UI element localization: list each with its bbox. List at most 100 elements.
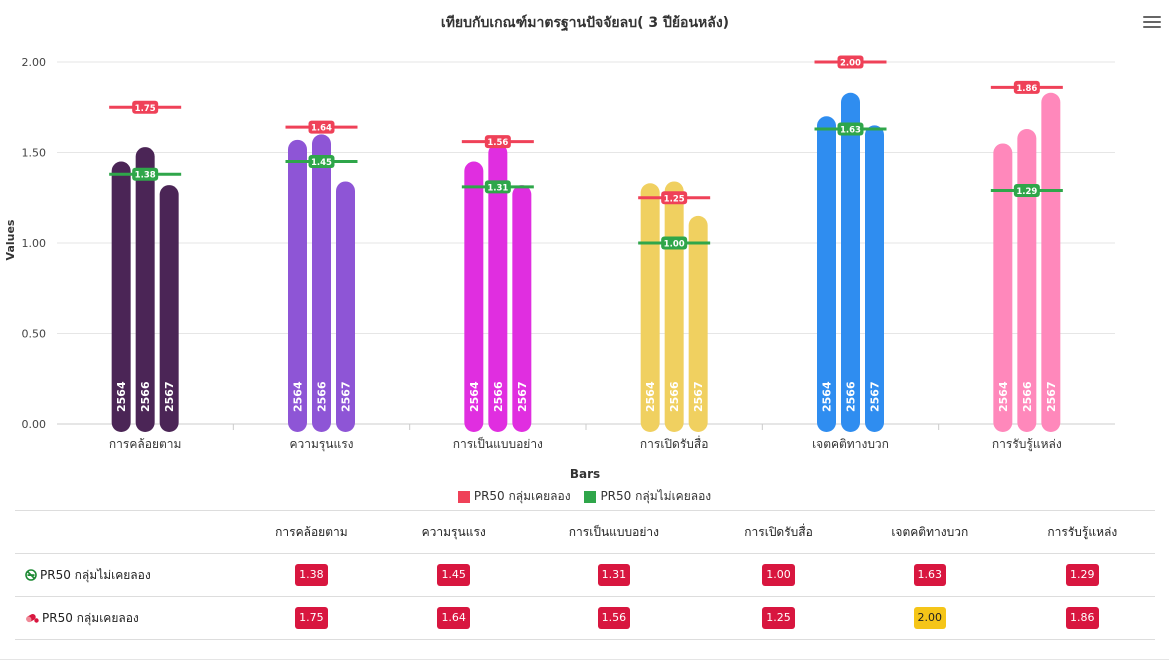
- value-badge: 1.31: [597, 564, 631, 586]
- bar-year-label: 2566: [316, 381, 329, 412]
- x-tick-label: ความรุนแรง: [289, 437, 353, 452]
- reference-lines: 1.75 1.38 1.64 1.45 1.56 1.31 1.25 1.00 2.00 1.63…: [109, 55, 1063, 250]
- bar-year-label: 2567: [516, 381, 529, 412]
- bar-year-label: 2567: [340, 381, 353, 412]
- reference-label: 2.00: [840, 59, 861, 69]
- bar: [135, 147, 155, 432]
- legend-item-never-tried[interactable]: PR50 กลุ่มไม่เคยลอง: [584, 487, 711, 506]
- table-header: การคล้อยตาม: [236, 510, 387, 554]
- table-row: PR50 กลุ่มไม่เคยลอง 1.38 1.45 1.31 1.00 …: [15, 553, 1155, 597]
- bar-year-label: 2566: [492, 381, 505, 412]
- table-cell: 1.25: [707, 596, 850, 640]
- x-axis-label: Bars: [570, 467, 600, 481]
- reference-label-box: [132, 100, 159, 114]
- value-badge: 2.00: [913, 607, 947, 629]
- bottom-divider: [0, 659, 1169, 660]
- y-axis-ticks: 0.00 0.50 1.00 1.50 2.00: [22, 56, 47, 431]
- reference-label: 1.00: [664, 240, 685, 250]
- bar: [312, 134, 331, 432]
- table-cell: 2.00: [849, 596, 1010, 640]
- table-cell: 1.75: [236, 596, 387, 640]
- table-header: ความรุนแรง: [386, 510, 521, 554]
- bar: [640, 183, 660, 432]
- table-header-row: การคล้อยตาม ความรุนแรง การเป็นแบบอย่าง ก…: [15, 510, 1155, 554]
- bar-year-label: 2567: [1045, 381, 1058, 412]
- reference-label: 1.29: [1016, 187, 1037, 197]
- x-tick-label: การเป็นแบบอย่าง: [453, 436, 543, 451]
- table-cell: 1.38: [236, 553, 387, 597]
- legend-swatch-tried: [457, 490, 470, 503]
- bar: [512, 185, 532, 432]
- reference-label: 1.75: [135, 104, 156, 114]
- chart-title: เทียบกับเกณฑ์มาตรฐานปัจจัยลบ( 3 ปีย้อนหล…: [441, 14, 729, 32]
- value-badge: 1.75: [295, 607, 328, 629]
- reference-label-box: [837, 122, 864, 136]
- reference-label: 1.64: [311, 124, 332, 134]
- y-tick-label: 1.00: [22, 237, 47, 250]
- bar: [1041, 92, 1061, 433]
- bar-year-label: 2566: [139, 381, 152, 412]
- y-axis-label: Values: [4, 219, 17, 260]
- reference-label-box: [484, 180, 511, 194]
- bar: [111, 161, 131, 433]
- bar: [865, 125, 884, 432]
- pill-icon: [26, 614, 39, 623]
- reference-label: 1.45: [311, 158, 332, 168]
- bar-year-label: 2564: [644, 381, 657, 412]
- value-badge: 1.45: [437, 564, 470, 586]
- bar: [159, 185, 179, 432]
- bar: [688, 215, 708, 432]
- legend-label-tried: PR50 กลุ่มเคยลอง: [473, 489, 571, 503]
- reference-label: 1.31: [487, 183, 508, 193]
- reference-label: 1.38: [135, 171, 156, 181]
- reference-label-box: [132, 167, 159, 181]
- table-cell: 1.63: [849, 553, 1010, 597]
- table-header: การเปิดรับสื่อ: [707, 510, 850, 554]
- legend-item-tried[interactable]: PR50 กลุ่มเคยลอง: [457, 487, 571, 506]
- x-axis-labels: การคล้อยตาม ความรุนแรง การเป็นแบบอย่าง การเ…: [109, 435, 1062, 452]
- bar-year-label: 2564: [821, 381, 834, 412]
- reference-label-box: [484, 135, 511, 149]
- table-row: PR50 กลุ่มเคยลอง 1.75 1.64 1.56 1.25 2.0…: [15, 596, 1155, 640]
- bar: [288, 139, 307, 432]
- table-cell: 1.45: [386, 553, 521, 597]
- chart-legend: PR50 กลุ่มเคยลอง PR50 กลุ่มไม่เคยลอง: [0, 487, 1169, 506]
- bars-group: 2564 2566 2567 2564 2566 2567 2564 2566 2567 2564…: [111, 92, 1061, 433]
- bar-year-label: 2564: [292, 381, 305, 412]
- bar: [488, 143, 508, 432]
- bar-year-label: 2567: [692, 381, 705, 412]
- bar-year-label: 2566: [1021, 381, 1034, 412]
- y-tick-label: 1.50: [22, 147, 47, 160]
- value-badge: 1.25: [762, 607, 795, 629]
- reference-label-box: [661, 236, 688, 250]
- reference-label: 1.63: [840, 125, 861, 135]
- value-badge: 1.56: [597, 607, 631, 629]
- value-badge: 1.63: [913, 564, 947, 586]
- bar-chart: เทียบกับเกณฑ์มาตรฐานปัจจัยลบ( 3 ปีย้อนหล…: [4, 14, 1115, 481]
- x-tick-label: การคล้อยตาม: [109, 437, 182, 451]
- table-cell: 1.56: [520, 596, 708, 640]
- chart-grid: [57, 61, 1115, 430]
- y-tick-label: 0.00: [22, 418, 47, 431]
- value-badge: 1.38: [295, 564, 328, 586]
- x-tick-label: การรับรู้แหล่ง: [992, 437, 1062, 452]
- table-header: การเป็นแบบอย่าง: [520, 510, 708, 554]
- value-badge: 1.29: [1066, 564, 1099, 586]
- bar-year-label: 2564: [997, 381, 1010, 412]
- x-tick-label: เจตคติทางบวก: [812, 437, 889, 451]
- bar-year-label: 2567: [869, 381, 882, 412]
- reference-label-box: [1013, 80, 1040, 94]
- y-tick-label: 0.50: [22, 328, 47, 341]
- reference-label: 1.86: [1016, 84, 1037, 94]
- bar: [993, 143, 1013, 432]
- table-cell: 1.64: [386, 596, 521, 640]
- legend-label-never-tried: PR50 กลุ่มไม่เคยลอง: [600, 489, 712, 503]
- value-badge: 1.00: [762, 564, 795, 586]
- bar: [464, 161, 484, 433]
- bar: [1017, 128, 1037, 432]
- menu-icon[interactable]: [1143, 14, 1161, 30]
- bar-year-label: 2566: [845, 381, 858, 412]
- row-label-tried: PR50 กลุ่มเคยลอง: [15, 596, 236, 640]
- table-header: การรับรู้แหล่ง: [1009, 510, 1155, 554]
- y-tick-label: 2.00: [22, 56, 47, 69]
